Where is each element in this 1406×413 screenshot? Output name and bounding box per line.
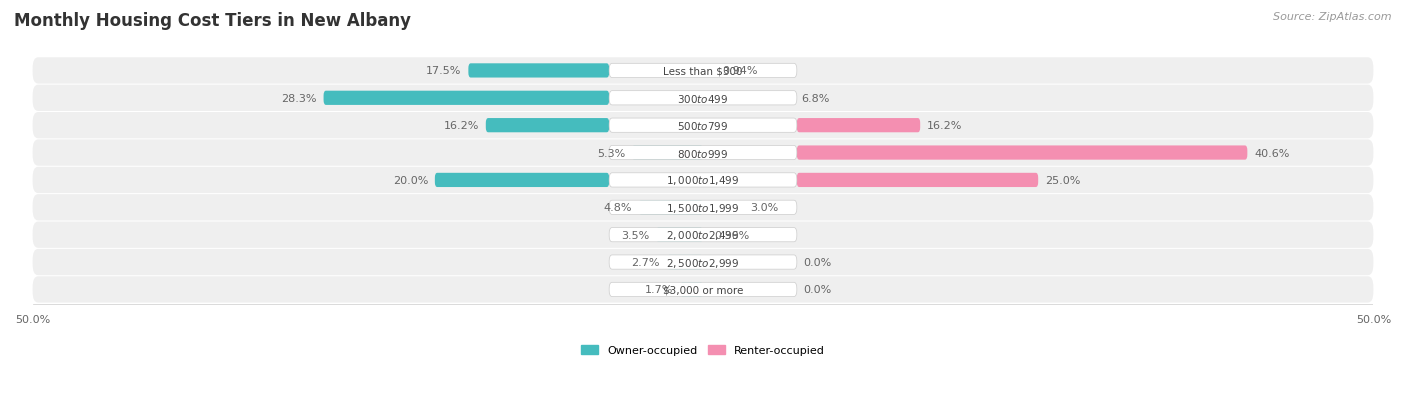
Text: 40.6%: 40.6% [1254,148,1289,158]
FancyBboxPatch shape [797,119,920,133]
Text: 25.0%: 25.0% [1045,176,1080,185]
FancyBboxPatch shape [638,201,703,215]
Text: 16.2%: 16.2% [444,121,479,131]
Text: 0.0%: 0.0% [804,285,832,295]
Text: 3.0%: 3.0% [749,203,778,213]
FancyBboxPatch shape [32,85,1374,112]
Text: 0.94%: 0.94% [723,66,758,76]
FancyBboxPatch shape [681,282,703,297]
Text: $1,000 to $1,499: $1,000 to $1,499 [666,174,740,187]
FancyBboxPatch shape [609,201,797,215]
FancyBboxPatch shape [32,277,1374,303]
Text: 3.5%: 3.5% [621,230,650,240]
FancyBboxPatch shape [609,91,797,106]
Text: 1.7%: 1.7% [645,285,673,295]
Text: $500 to $799: $500 to $799 [678,120,728,132]
Text: 5.3%: 5.3% [598,148,626,158]
Text: $2,500 to $2,999: $2,500 to $2,999 [666,256,740,269]
FancyBboxPatch shape [657,228,703,242]
Text: 28.3%: 28.3% [281,94,316,104]
Text: 20.0%: 20.0% [392,176,429,185]
FancyBboxPatch shape [666,255,703,270]
FancyBboxPatch shape [32,167,1374,194]
FancyBboxPatch shape [609,228,797,242]
Text: $3,000 or more: $3,000 or more [662,285,744,295]
FancyBboxPatch shape [32,140,1374,166]
FancyBboxPatch shape [609,282,797,297]
FancyBboxPatch shape [609,146,797,160]
FancyBboxPatch shape [32,113,1374,139]
FancyBboxPatch shape [631,146,703,160]
Text: 0.0%: 0.0% [804,257,832,267]
FancyBboxPatch shape [32,58,1374,84]
Text: Less than $300: Less than $300 [664,66,742,76]
Text: Monthly Housing Cost Tiers in New Albany: Monthly Housing Cost Tiers in New Albany [14,12,411,30]
Text: $300 to $499: $300 to $499 [678,93,728,104]
FancyBboxPatch shape [323,91,609,106]
FancyBboxPatch shape [32,222,1374,248]
FancyBboxPatch shape [609,255,797,270]
FancyBboxPatch shape [32,249,1374,275]
FancyBboxPatch shape [797,146,1247,160]
Text: 16.2%: 16.2% [927,121,962,131]
Text: $1,500 to $1,999: $1,500 to $1,999 [666,201,740,214]
FancyBboxPatch shape [609,119,797,133]
FancyBboxPatch shape [32,195,1374,221]
Text: Source: ZipAtlas.com: Source: ZipAtlas.com [1274,12,1392,22]
FancyBboxPatch shape [797,173,1038,188]
Legend: Owner-occupied, Renter-occupied: Owner-occupied, Renter-occupied [576,340,830,360]
Text: $2,000 to $2,499: $2,000 to $2,499 [666,229,740,242]
FancyBboxPatch shape [609,64,797,78]
FancyBboxPatch shape [468,64,609,78]
Text: 6.8%: 6.8% [801,94,830,104]
Text: 4.8%: 4.8% [603,203,631,213]
Text: 0.36%: 0.36% [714,230,749,240]
Text: 17.5%: 17.5% [426,66,461,76]
FancyBboxPatch shape [434,173,609,188]
FancyBboxPatch shape [486,119,609,133]
Text: $800 to $999: $800 to $999 [678,147,728,159]
FancyBboxPatch shape [609,173,797,188]
Text: 2.7%: 2.7% [631,257,659,267]
